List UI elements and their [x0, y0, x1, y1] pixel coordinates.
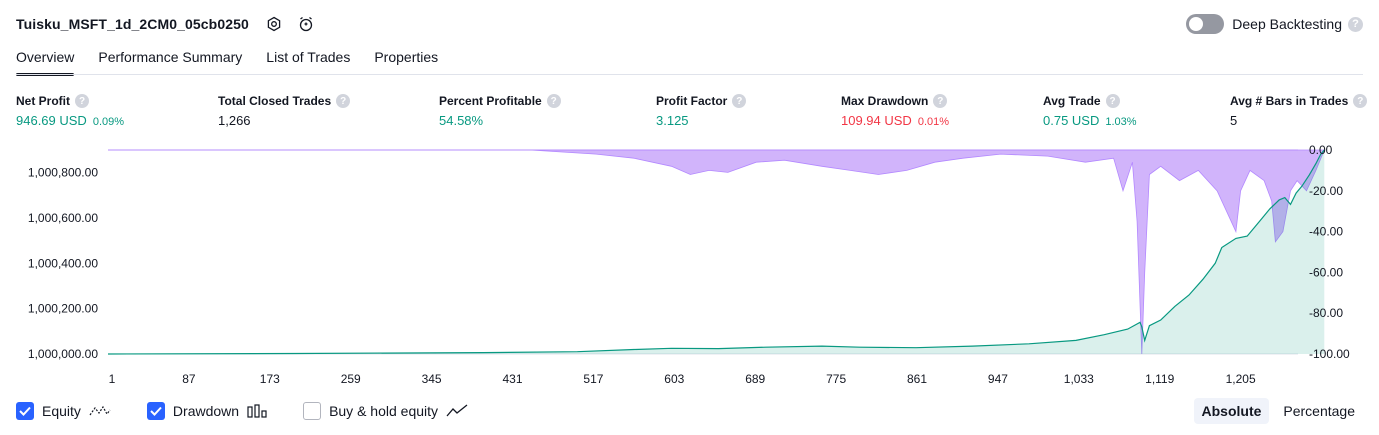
- metric-value: 3.125: [656, 113, 689, 128]
- metric-value: 109.94 USD: [841, 113, 912, 128]
- x-axis-tick-label: 1,033: [1064, 372, 1094, 386]
- right-axis-tick-label: -60.00: [1309, 265, 1343, 279]
- legend-drawdown-label: Drawdown: [172, 403, 240, 419]
- left-axis-tick-label: 1,000,200.00: [28, 302, 98, 316]
- x-axis-tick-label: 345: [422, 372, 442, 386]
- metric-profit-factor: Profit Factor? 3.125: [656, 93, 747, 129]
- help-icon[interactable]: ?: [1353, 94, 1368, 108]
- help-icon[interactable]: ?: [75, 94, 89, 108]
- help-icon[interactable]: ?: [336, 94, 351, 108]
- metric-avg-bars-in-trades: Avg # Bars in Trades? 5: [1230, 93, 1368, 129]
- legend-buyhold-label: Buy & hold equity: [329, 403, 439, 419]
- deep-backtesting-label: Deep Backtesting: [1232, 16, 1342, 32]
- left-axis: 1,000,800.00 1,000,600.00 1,000,400.00 1,00…: [28, 166, 98, 361]
- metric-label: Total Closed Trades: [218, 94, 332, 108]
- x-axis-tick-label: 689: [745, 372, 765, 386]
- x-axis-tick-label: 1,205: [1226, 372, 1256, 386]
- tab-list-of-trades[interactable]: List of Trades: [266, 49, 351, 65]
- metric-value: 0.75 USD: [1043, 113, 1100, 128]
- x-axis-tick-label: 173: [260, 372, 280, 386]
- legend-buyhold-toggle[interactable]: Buy & hold equity: [303, 402, 468, 420]
- metric-value: 5: [1230, 113, 1238, 128]
- metric-label: Percent Profitable: [439, 94, 542, 108]
- equity-drawdown-chart[interactable]: 1,000,800.00 1,000,600.00 1,000,400.00 1,00…: [0, 140, 1379, 395]
- drawdown-checkbox[interactable]: [146, 402, 165, 420]
- right-axis-tick-label: 0.00: [1309, 143, 1333, 157]
- add-alert-icon[interactable]: [297, 15, 315, 33]
- drawdown-bars-icon: [247, 404, 267, 418]
- equity-series: [107, 149, 1325, 355]
- metric-percent: 0.09%: [92, 116, 125, 128]
- x-axis-tick-label: 775: [826, 372, 846, 386]
- legend-drawdown-toggle[interactable]: Drawdown: [146, 402, 267, 420]
- tab-performance-summary[interactable]: Performance Summary: [98, 49, 243, 65]
- tab-properties[interactable]: Properties: [374, 49, 439, 65]
- tab-overview[interactable]: Overview: [16, 47, 75, 76]
- strategy-header: Tuisku_MSFT_1d_2CM0_05cb0250: [16, 12, 315, 36]
- x-axis: 1 87 173 259 345 431 517 603 689 775 861 947 1,033 1,…: [109, 372, 1256, 386]
- settings-icon[interactable]: [265, 15, 283, 33]
- left-axis-tick-label: 1,000,600.00: [28, 211, 98, 225]
- metric-value: 946.69 USD: [16, 113, 87, 128]
- right-axis-tick-label: -100.00: [1309, 347, 1350, 361]
- metric-label: Profit Factor: [656, 94, 728, 108]
- equity-line: [107, 149, 1325, 355]
- equity-checkbox[interactable]: [16, 402, 34, 420]
- x-axis-tick-label: 1: [109, 372, 116, 386]
- deep-backtesting-toggle[interactable]: [1186, 14, 1225, 34]
- legend-equity-toggle[interactable]: Equity: [16, 402, 111, 420]
- x-axis-tick-label: 87: [182, 372, 196, 386]
- metric-total-closed-trades: Total Closed Trades? 1,266: [218, 93, 351, 129]
- metric-value: 1,266: [218, 113, 251, 128]
- right-axis: 0.00 -20.00 -40.00 -60.00 -80.00 -100.00: [1309, 143, 1350, 361]
- right-axis-tick-label: -40.00: [1309, 225, 1343, 239]
- metric-percent: 1.03%: [1105, 116, 1137, 128]
- x-axis-tick-label: 431: [502, 372, 522, 386]
- legend-equity-label: Equity: [42, 403, 81, 419]
- drawdown-series: [108, 149, 1325, 355]
- metric-label: Max Drawdown: [841, 94, 929, 108]
- equity-line-icon: [89, 404, 111, 418]
- chart-grid: [108, 149, 1298, 355]
- x-axis-tick-label: 861: [907, 372, 927, 386]
- help-icon[interactable]: ?: [1348, 16, 1363, 32]
- absolute-mode-button[interactable]: Absolute: [1193, 398, 1270, 424]
- left-axis-tick-label: 1,000,800.00: [28, 166, 98, 180]
- metric-max-drawdown: Max Drawdown? 109.94 USD 0.01%: [841, 93, 949, 129]
- x-axis-tick-label: 259: [341, 372, 361, 386]
- left-axis-tick-label: 1,000,400.00: [28, 256, 98, 270]
- metric-value: 54.58%: [439, 113, 484, 128]
- metric-label: Avg Trade: [1043, 94, 1101, 108]
- x-axis-tick-label: 603: [664, 372, 684, 386]
- buyhold-checkbox[interactable]: [303, 402, 322, 420]
- value-mode-switch: Absolute Percentage: [1188, 398, 1364, 424]
- chart-legend: Equity Drawdown Buy & hold equity: [16, 400, 504, 422]
- tab-divider: [16, 74, 1363, 75]
- metric-label: Avg # Bars in Trades: [1230, 94, 1349, 108]
- metric-net-profit: Net Profit? 946.69 USD 0.09%: [16, 93, 124, 129]
- x-axis-tick-label: 517: [583, 372, 603, 386]
- help-icon[interactable]: ?: [1105, 94, 1120, 108]
- metric-percent: 0.01%: [917, 116, 950, 128]
- help-icon[interactable]: ?: [546, 94, 561, 108]
- x-axis-tick-label: 1,119: [1145, 372, 1174, 386]
- tab-bar: Overview Performance Summary List of Tra…: [16, 47, 462, 76]
- deep-backtesting: Deep Backtesting ?: [1186, 12, 1363, 36]
- right-axis-tick-label: -80.00: [1309, 306, 1343, 320]
- drawdown-area: [108, 149, 1325, 355]
- help-icon[interactable]: ?: [933, 94, 948, 108]
- buyhold-line-icon: [446, 404, 468, 418]
- x-axis-tick-label: 947: [988, 372, 1008, 386]
- left-axis-tick-label: 1,000,000.00: [28, 347, 98, 361]
- help-icon[interactable]: ?: [732, 94, 747, 108]
- strategy-title: Tuisku_MSFT_1d_2CM0_05cb0250: [16, 16, 249, 32]
- right-axis-tick-label: -20.00: [1309, 184, 1343, 198]
- equity-area: [108, 150, 1325, 354]
- metric-percent-profitable: Percent Profitable? 54.58%: [439, 93, 561, 129]
- metric-label: Net Profit: [16, 94, 70, 108]
- percentage-mode-button[interactable]: Percentage: [1283, 403, 1355, 419]
- metric-avg-trade: Avg Trade? 0.75 USD 1.03%: [1043, 93, 1137, 129]
